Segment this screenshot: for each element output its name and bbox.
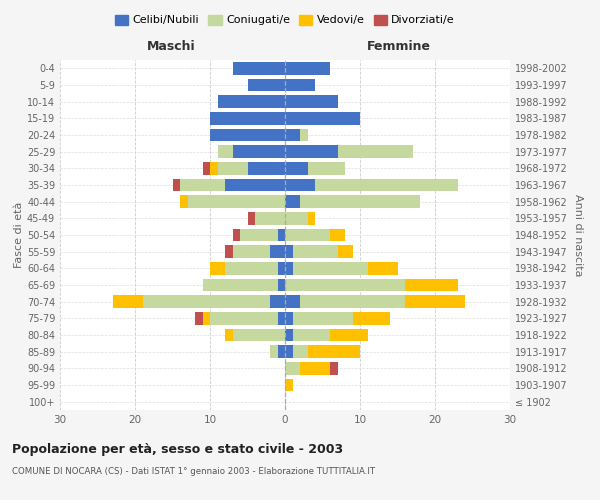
Bar [233, 146, 285, 158]
Bar [195, 312, 203, 324]
Bar [218, 96, 285, 108]
Bar [293, 329, 330, 341]
Bar [285, 379, 293, 391]
Bar [210, 129, 285, 141]
Bar [203, 162, 210, 174]
Bar [277, 279, 285, 291]
Bar [330, 229, 345, 241]
Bar [405, 296, 465, 308]
Bar [330, 329, 367, 341]
Bar [277, 346, 285, 358]
Bar [308, 162, 345, 174]
Bar [285, 279, 405, 291]
Bar [285, 329, 293, 341]
Y-axis label: Anni di nascita: Anni di nascita [573, 194, 583, 276]
Bar [233, 62, 285, 74]
Bar [225, 179, 285, 192]
Bar [300, 129, 308, 141]
Bar [285, 246, 293, 258]
Bar [270, 296, 285, 308]
Bar [300, 196, 420, 208]
Bar [285, 62, 330, 74]
Bar [285, 112, 360, 124]
Bar [277, 229, 285, 241]
Bar [233, 229, 240, 241]
Bar [218, 162, 248, 174]
Bar [203, 279, 277, 291]
Legend: Celibi/Nubili, Coniugati/e, Vedovi/e, Divorziati/e: Celibi/Nubili, Coniugati/e, Vedovi/e, Di… [112, 12, 458, 29]
Bar [225, 329, 233, 341]
Bar [270, 246, 285, 258]
Text: Popolazione per età, sesso e stato civile - 2003: Popolazione per età, sesso e stato civil… [12, 442, 343, 456]
Bar [203, 312, 210, 324]
Text: Maschi: Maschi [146, 40, 196, 52]
Bar [233, 246, 270, 258]
Bar [293, 246, 337, 258]
Bar [285, 229, 330, 241]
Bar [353, 312, 390, 324]
Bar [210, 262, 225, 274]
Bar [337, 246, 353, 258]
Y-axis label: Fasce di età: Fasce di età [14, 202, 24, 268]
Text: Femmine: Femmine [367, 40, 431, 52]
Bar [233, 329, 285, 341]
Bar [285, 212, 308, 224]
Text: COMUNE DI NOCARA (CS) - Dati ISTAT 1° gennaio 2003 - Elaborazione TUTTITALIA.IT: COMUNE DI NOCARA (CS) - Dati ISTAT 1° ge… [12, 468, 375, 476]
Bar [285, 79, 315, 92]
Bar [248, 79, 285, 92]
Bar [143, 296, 270, 308]
Bar [218, 146, 233, 158]
Bar [285, 362, 300, 374]
Bar [210, 112, 285, 124]
Bar [285, 312, 293, 324]
Bar [285, 262, 293, 274]
Bar [293, 346, 308, 358]
Bar [405, 279, 458, 291]
Bar [337, 146, 413, 158]
Bar [308, 346, 360, 358]
Bar [240, 229, 277, 241]
Bar [225, 246, 233, 258]
Bar [285, 96, 337, 108]
Bar [248, 212, 255, 224]
Bar [285, 179, 315, 192]
Bar [270, 346, 277, 358]
Bar [248, 162, 285, 174]
Bar [285, 196, 300, 208]
Bar [210, 162, 218, 174]
Bar [293, 262, 367, 274]
Bar [180, 196, 187, 208]
Bar [308, 212, 315, 224]
Bar [315, 179, 458, 192]
Bar [285, 346, 293, 358]
Bar [173, 179, 180, 192]
Bar [330, 362, 337, 374]
Bar [300, 296, 405, 308]
Bar [225, 262, 277, 274]
Bar [180, 179, 225, 192]
Bar [187, 196, 285, 208]
Bar [113, 296, 143, 308]
Bar [300, 362, 330, 374]
Bar [285, 296, 300, 308]
Bar [285, 146, 337, 158]
Bar [367, 262, 398, 274]
Bar [285, 162, 308, 174]
Bar [285, 129, 300, 141]
Bar [277, 262, 285, 274]
Bar [293, 312, 353, 324]
Bar [255, 212, 285, 224]
Bar [277, 312, 285, 324]
Bar [210, 312, 277, 324]
